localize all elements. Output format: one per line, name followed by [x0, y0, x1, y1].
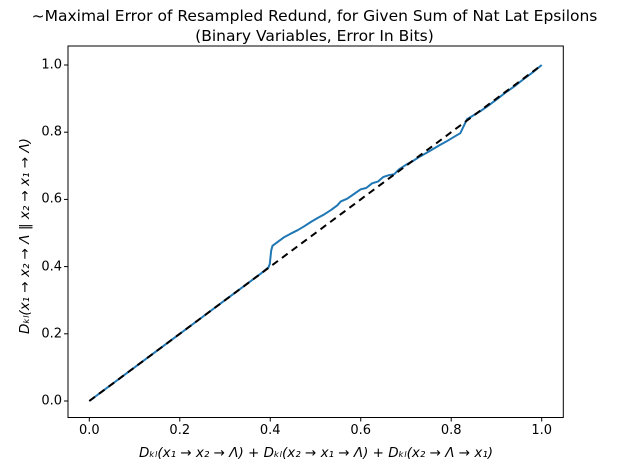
y-tick-label: 0.2 — [41, 326, 62, 342]
y-tick-label: 0.6 — [41, 191, 62, 207]
chart-title-line-2: (Binary Variables, Error In Bits) — [195, 26, 434, 45]
y-axis-label-text: Dₖₗ(x₁ → x₂ → Λ ‖ x₂ → x₁ → Λ) — [17, 138, 33, 334]
x-axis-label: Dₖₗ(x₁ → x₂ → Λ) + Dₖₗ(x₂ → x₁ → Λ) + Dₖ… — [138, 445, 494, 461]
y-tick-label: 0.4 — [41, 259, 62, 275]
y-tick-label: 1.0 — [41, 57, 62, 73]
y-tick-label: 0.8 — [41, 124, 62, 140]
x-tick-label: 0.8 — [440, 423, 462, 438]
x-tick-label: 0.6 — [350, 423, 372, 438]
chart-title: ~Maximal Error of Resampled Redund, for … — [0, 7, 629, 47]
series-identity-reference — [88, 64, 543, 402]
x-tick-label: 0.0 — [78, 423, 100, 438]
axes-spines — [67, 45, 564, 418]
x-tick-label: 1.0 — [531, 423, 553, 438]
chart-title-line-1: ~Maximal Error of Resampled Redund, for … — [31, 7, 598, 25]
y-tick-label: 0.0 — [41, 393, 62, 409]
x-tick-label: 0.4 — [259, 423, 281, 438]
x-tick-label: 0.2 — [169, 423, 191, 438]
